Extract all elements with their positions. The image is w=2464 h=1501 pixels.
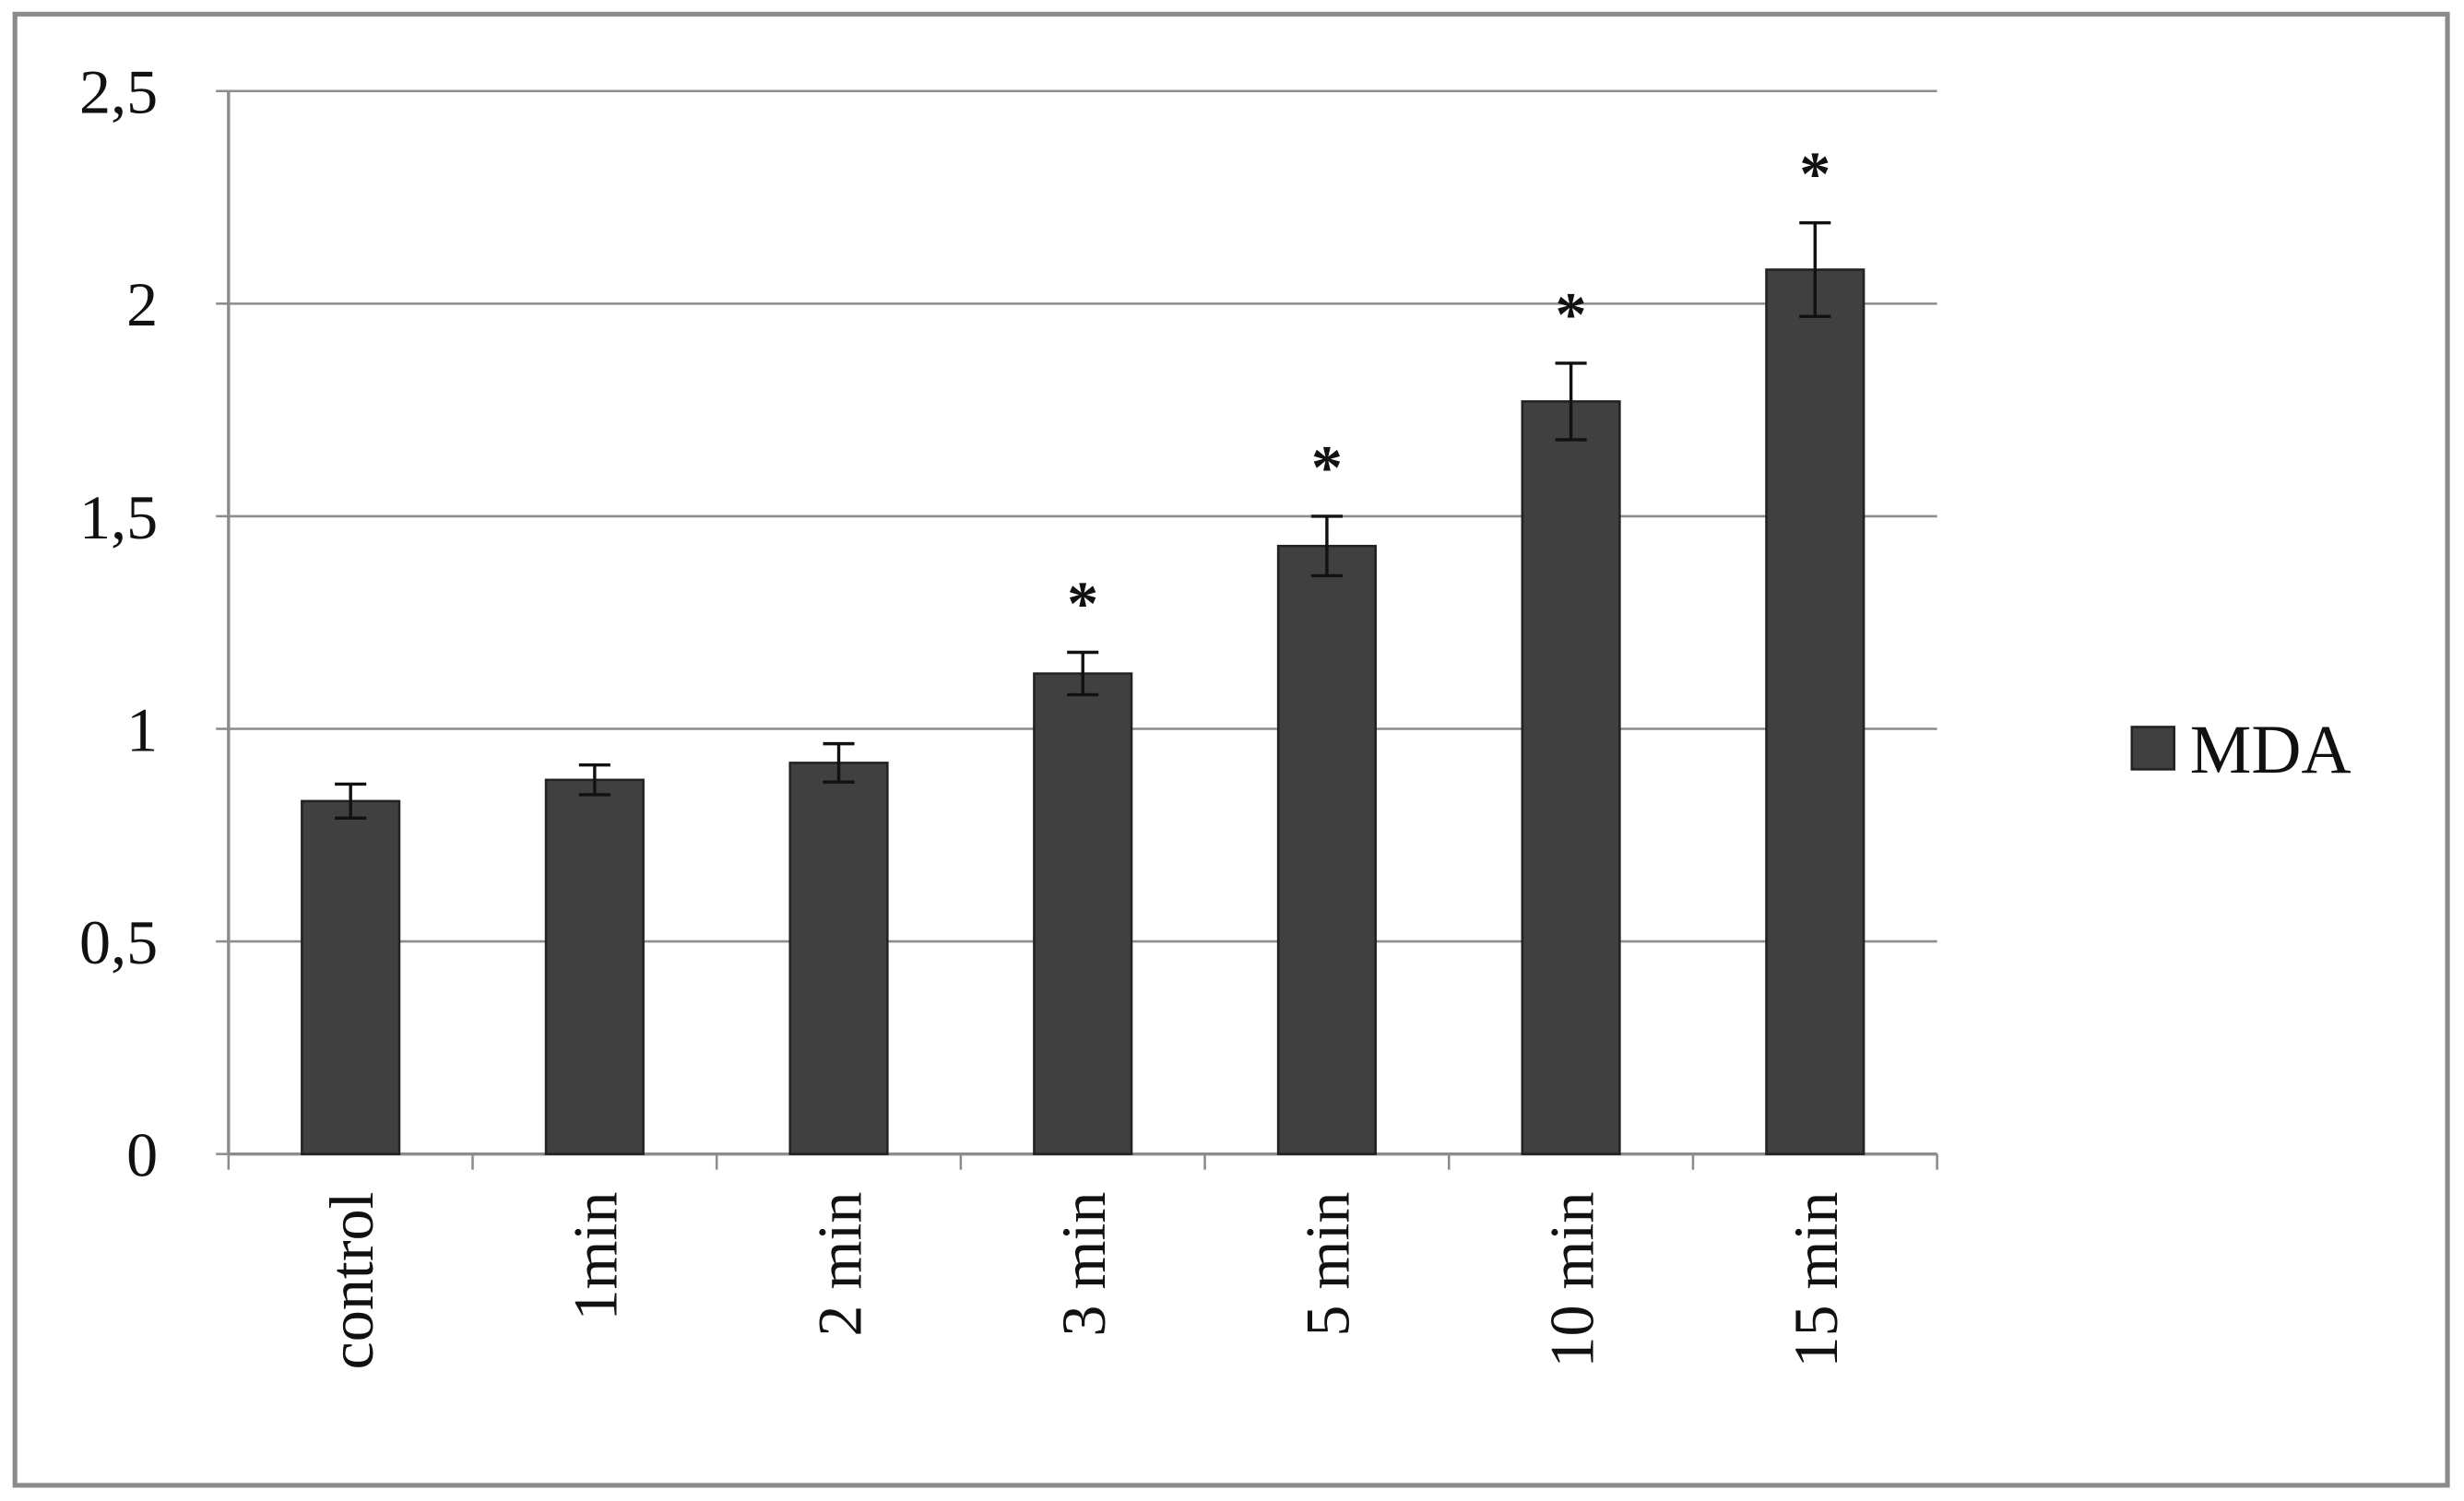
y-tick-label: 0,5 [79,907,158,977]
significance-mark: * [1067,568,1098,638]
y-tick-label: 0 [126,1119,158,1189]
x-tick-label: 5 min [1293,1192,1363,1337]
x-tick-label: 15 min [1781,1192,1851,1368]
bar [1276,544,1377,1155]
x-tick-label: control [316,1192,386,1370]
y-tick-label: 2,5 [79,57,158,127]
bar [1521,400,1621,1155]
x-tick-label: 1min [561,1192,631,1321]
bar [301,799,401,1155]
x-tick-label: 3 min [1048,1192,1119,1337]
legend-label: MDA [2190,712,2351,788]
legend-swatch [2130,726,2176,771]
bar [544,778,645,1155]
chart-border [12,11,2450,1488]
x-tick-label: 10 min [1536,1192,1606,1368]
bar [1765,268,1866,1155]
x-tick-label: 2 min [804,1192,874,1337]
y-tick-label: 2 [126,269,158,339]
y-tick-label: 1 [126,694,158,764]
bar [1033,672,1133,1155]
significance-mark: * [1556,278,1587,349]
y-tick-label: 1,5 [79,482,158,552]
significance-mark: * [1311,431,1343,502]
bar [788,762,889,1155]
significance-mark: * [1799,138,1830,208]
